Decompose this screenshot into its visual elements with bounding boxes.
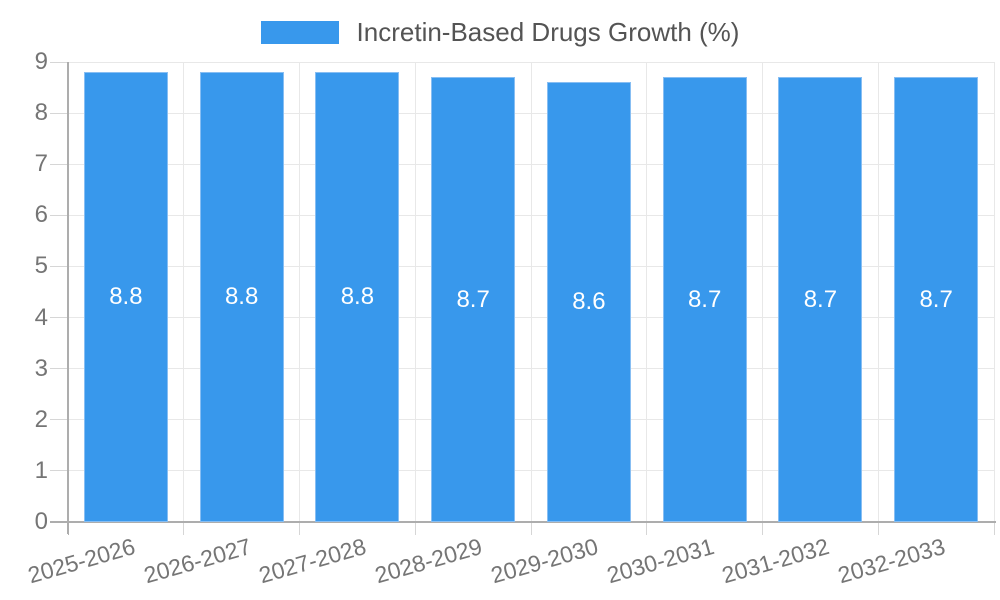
bar[interactable]: [431, 77, 516, 522]
bar-value-label: 8.8: [109, 283, 143, 311]
y-tick-label: 8: [34, 99, 48, 127]
gridline-vertical: [530, 62, 532, 522]
bar[interactable]: [199, 72, 284, 522]
y-tick-label: 7: [34, 150, 48, 178]
bar-value-label: 8.7: [687, 285, 722, 313]
y-tick-label: 4: [34, 303, 48, 331]
bar-value-label: 8.8: [224, 283, 259, 311]
x-tick-label: 2032-2033: [835, 533, 949, 589]
x-tick-label: 2025-2026: [24, 533, 138, 589]
gridline-vertical: [646, 62, 648, 522]
y-tick: [50, 265, 67, 267]
bar[interactable]: [778, 77, 863, 522]
y-tick: [50, 317, 67, 319]
x-tick: [877, 523, 879, 535]
x-tick-label: 2027-2028: [256, 533, 370, 589]
gridline-vertical: [299, 62, 300, 522]
y-tick-label: 5: [34, 252, 48, 280]
bar[interactable]: [315, 72, 400, 522]
y-tick: [50, 470, 67, 472]
bar-value-label: 8.6: [572, 288, 606, 316]
x-tick: [762, 523, 763, 535]
x-tick-label: 2030-2031: [603, 533, 717, 589]
x-axis-line: [50, 521, 996, 523]
y-tick: [50, 163, 67, 165]
bar[interactable]: [83, 72, 168, 522]
gridline-vertical: [762, 62, 763, 522]
y-tick-label: 3: [34, 354, 48, 382]
bar-value-label: 8.8: [340, 283, 375, 311]
bar[interactable]: [546, 82, 631, 522]
x-tick: [530, 523, 532, 535]
x-tick: [993, 523, 995, 535]
gridline-vertical: [183, 62, 185, 522]
x-tick: [299, 523, 300, 535]
bar-value-label: 8.7: [803, 285, 838, 313]
gridline-vertical: [993, 62, 995, 522]
x-tick-label: 2031-2032: [719, 533, 833, 589]
x-tick: [414, 523, 416, 535]
bar-value-label: 8.7: [919, 285, 953, 313]
y-tick: [50, 419, 67, 421]
bar[interactable]: [662, 77, 747, 522]
y-tick-label: 9: [34, 48, 48, 75]
y-tick-label: 2: [34, 405, 48, 433]
y-axis-line: [67, 62, 69, 534]
y-tick: [50, 214, 67, 216]
gridline-vertical: [877, 62, 879, 522]
bar-value-label: 8.7: [456, 285, 490, 313]
y-tick-label: 6: [34, 201, 48, 229]
bar[interactable]: [894, 77, 979, 522]
x-tick: [646, 523, 648, 535]
x-tick-label: 2028-2029: [372, 533, 486, 589]
y-tick-label: 0: [34, 508, 48, 535]
y-tick: [50, 368, 67, 370]
legend-label: Incretin-Based Drugs Growth (%): [356, 17, 740, 47]
x-tick: [183, 523, 185, 535]
y-tick: [50, 61, 67, 63]
x-tick-label: 2026-2027: [140, 533, 254, 589]
legend-swatch: [260, 20, 339, 44]
y-tick-label: 1: [34, 456, 48, 484]
gridline-vertical: [414, 62, 416, 522]
legend[interactable]: Incretin-Based Drugs Growth (%): [0, 17, 1000, 47]
x-tick-label: 2029-2030: [487, 533, 601, 589]
y-tick: [50, 112, 67, 114]
